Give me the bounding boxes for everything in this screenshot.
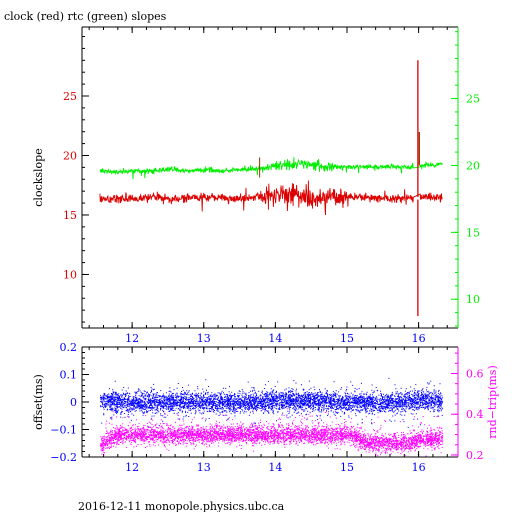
bottom-ytick-left-label: 0.2 — [60, 341, 78, 354]
rndtrip-scatter-points — [99, 400, 444, 457]
bottom-xtick-label: 14 — [268, 461, 282, 474]
top-ylabel: clockslope — [32, 148, 45, 206]
top-ytick-right-label: 15 — [466, 226, 480, 239]
clock-series-line — [99, 180, 443, 216]
top-ytick-left-label: 15 — [63, 209, 77, 222]
top-ytick-right-label: 25 — [466, 93, 480, 106]
bottom-ytick-left-label: −0.2 — [50, 451, 77, 464]
top-ytick-right-label: 20 — [466, 159, 480, 172]
top-xtick-label: 14 — [268, 332, 282, 345]
chart-title: clock (red) rtc (green) slopes — [4, 10, 167, 23]
top-ytick-left-label: 25 — [63, 90, 77, 103]
top-xtick-label: 15 — [340, 332, 354, 345]
rtc-series-line — [99, 157, 443, 180]
bottom-ytick-right-label: 0.2 — [466, 449, 484, 462]
offset-scatter-points — [100, 377, 444, 433]
bottom-ytick-left-label: 0.1 — [60, 369, 78, 382]
top-ytick-right-label: 10 — [466, 293, 480, 306]
bottom-ylabel-right: rnd−trip(ms) — [486, 365, 499, 439]
bottom-xtick-label: 13 — [197, 461, 211, 474]
bottom-xtick-label: 15 — [340, 461, 354, 474]
bottom-ytick-right-label: 0.4 — [466, 408, 484, 421]
bottom-ytick-left-label: 0 — [70, 396, 77, 409]
bottom-ytick-right-label: 0.6 — [466, 367, 484, 380]
bottom-xtick-label: 16 — [412, 461, 426, 474]
bottom-plot: 12 13 14 15 16 −0.2 −0.1 0 0.1 0.2 0.2 0.4 0.6 offset… — [32, 341, 499, 474]
top-xtick-label: 12 — [125, 332, 139, 345]
top-xtick-label: 13 — [197, 332, 211, 345]
bottom-ylabel-left: offset(ms) — [32, 374, 45, 430]
bottom-xtick-label: 12 — [125, 461, 139, 474]
footer-host-date: 2016-12-11 monopole.physics.ubc.ca — [78, 500, 285, 512]
top-plot: 12 13 14 15 16 10 15 20 25 10 15 20 25 clockslope — [32, 26, 480, 345]
bottom-ytick-left-label: −0.1 — [50, 424, 77, 437]
top-ytick-left-label: 10 — [63, 268, 77, 281]
top-ytick-left-label: 20 — [63, 149, 77, 162]
top-xtick-label: 16 — [412, 332, 426, 345]
